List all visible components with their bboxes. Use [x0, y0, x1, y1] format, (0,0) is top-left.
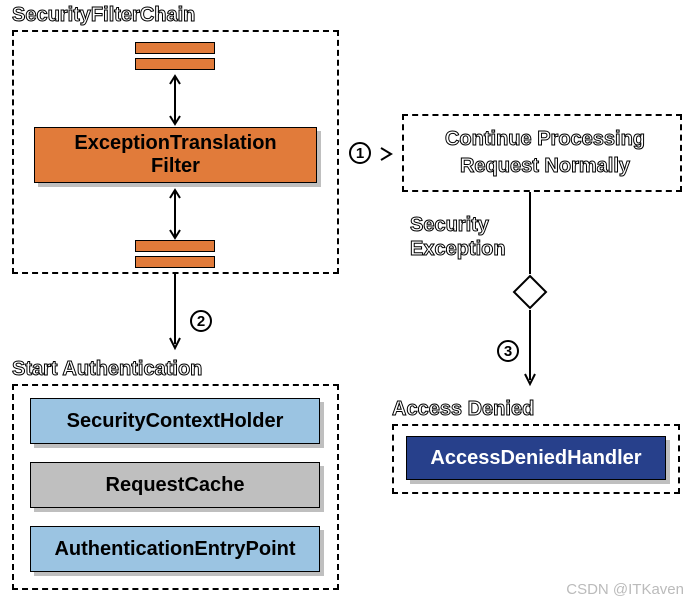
line-continue-to-diamond — [520, 192, 540, 280]
filter-chain-title: SecurityFilterChain — [12, 4, 195, 27]
security-context-holder: SecurityContextHolder — [30, 398, 320, 444]
start-auth-title: Start Authentication — [12, 358, 202, 381]
exception-translation-filter: ExceptionTranslation Filter — [34, 127, 317, 183]
filter-bar-top-1 — [135, 42, 215, 54]
access-denied-handler: AccessDeniedHandler — [406, 436, 666, 480]
continue-line1: Continue Processing — [425, 128, 665, 151]
request-cache: RequestCache — [30, 462, 320, 508]
exception-filter-line2: Filter — [151, 155, 200, 178]
security-exception-label-2: Exception — [410, 238, 506, 261]
security-exception-label-1: Security — [410, 214, 489, 237]
filter-bar-bottom-1 — [135, 240, 215, 252]
watermark: CSDN @ITKaven — [566, 581, 684, 598]
ctx-holder-label: SecurityContextHolder — [67, 410, 284, 433]
arrow-top-double — [168, 72, 182, 128]
req-cache-label: RequestCache — [106, 474, 245, 497]
arrow-to-access-denied — [523, 310, 537, 390]
exception-filter-line1: ExceptionTranslation — [74, 132, 276, 155]
entry-point-label: AuthenticationEntryPoint — [54, 538, 295, 561]
continue-line2: Request Normally — [425, 155, 665, 178]
access-denied-handler-label: AccessDeniedHandler — [430, 447, 641, 470]
arrow-to-continue — [378, 145, 396, 163]
arrow-to-start-auth — [168, 274, 182, 354]
authentication-entry-point: AuthenticationEntryPoint — [30, 526, 320, 572]
filter-bar-bottom-2 — [135, 256, 215, 268]
step-1-marker: 1 — [349, 142, 371, 164]
access-denied-title: Access Denied — [392, 398, 534, 421]
continue-processing-box — [402, 114, 682, 192]
filter-bar-top-2 — [135, 58, 215, 70]
arrow-bottom-double — [168, 186, 182, 242]
step-2-marker: 2 — [190, 310, 212, 332]
step-3-marker: 3 — [497, 340, 519, 362]
decision-diamond — [512, 274, 548, 310]
